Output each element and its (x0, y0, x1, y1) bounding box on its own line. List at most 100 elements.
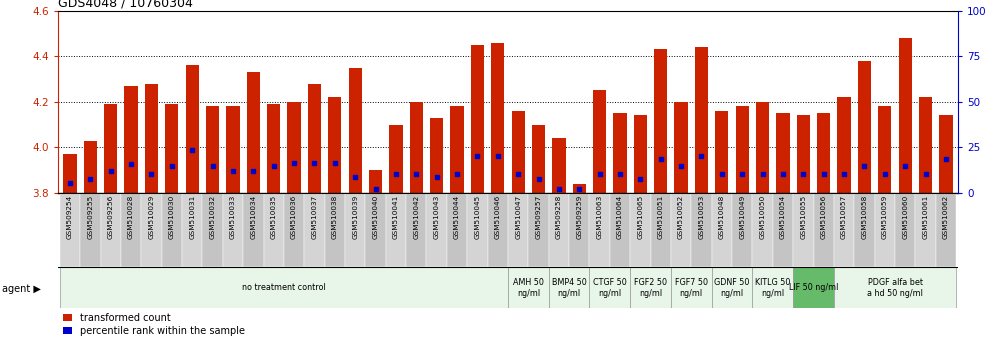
Text: GSM510052: GSM510052 (678, 195, 684, 239)
Text: GSM510037: GSM510037 (312, 195, 318, 239)
Bar (939, 115, 952, 193)
Text: GSM510034: GSM510034 (250, 195, 256, 239)
FancyBboxPatch shape (752, 193, 773, 267)
Text: GSM509255: GSM509255 (88, 195, 94, 239)
Text: GSM510043: GSM510043 (433, 195, 439, 239)
Text: GDS4048 / 10760304: GDS4048 / 10760304 (58, 0, 192, 10)
FancyBboxPatch shape (101, 193, 121, 267)
Text: GSM510059: GSM510059 (881, 195, 887, 239)
Text: GSM510040: GSM510040 (373, 195, 378, 239)
Text: GSM510062: GSM510062 (943, 195, 949, 239)
Text: GSM510041: GSM510041 (392, 195, 399, 239)
FancyBboxPatch shape (630, 267, 671, 308)
Text: no treatment control: no treatment control (242, 283, 326, 292)
FancyBboxPatch shape (243, 193, 264, 267)
FancyBboxPatch shape (508, 267, 549, 308)
FancyBboxPatch shape (223, 193, 243, 267)
FancyBboxPatch shape (650, 193, 671, 267)
FancyBboxPatch shape (915, 193, 936, 267)
Text: FGF7 50
ng/ml: FGF7 50 ng/ml (675, 278, 708, 298)
Bar (329, 97, 342, 193)
Bar (512, 111, 525, 193)
FancyBboxPatch shape (406, 193, 426, 267)
Text: BMP4 50
ng/ml: BMP4 50 ng/ml (552, 278, 587, 298)
FancyBboxPatch shape (834, 267, 956, 308)
FancyBboxPatch shape (936, 193, 956, 267)
Text: GSM509259: GSM509259 (577, 195, 583, 239)
FancyBboxPatch shape (528, 193, 549, 267)
Text: GSM510056: GSM510056 (821, 195, 827, 239)
Bar (84, 141, 97, 193)
Text: GSM510054: GSM510054 (780, 195, 786, 239)
FancyBboxPatch shape (264, 193, 284, 267)
FancyBboxPatch shape (60, 193, 80, 267)
Text: GSM510053: GSM510053 (698, 195, 704, 239)
FancyBboxPatch shape (895, 193, 915, 267)
Bar (430, 118, 443, 193)
FancyBboxPatch shape (345, 193, 366, 267)
Bar (64, 154, 77, 193)
FancyBboxPatch shape (182, 193, 202, 267)
Text: GSM509256: GSM509256 (108, 195, 114, 239)
Text: agent ▶: agent ▶ (2, 284, 41, 293)
Bar (389, 125, 402, 193)
Text: GSM510046: GSM510046 (495, 195, 501, 239)
Text: GSM510035: GSM510035 (271, 195, 277, 239)
Bar (288, 102, 301, 193)
Text: GSM510036: GSM510036 (291, 195, 297, 239)
FancyBboxPatch shape (549, 193, 569, 267)
FancyBboxPatch shape (121, 193, 141, 267)
FancyBboxPatch shape (467, 193, 488, 267)
FancyBboxPatch shape (80, 193, 101, 267)
Bar (226, 106, 240, 193)
Text: GSM510049: GSM510049 (739, 195, 745, 239)
FancyBboxPatch shape (814, 193, 834, 267)
Bar (450, 106, 464, 193)
Bar (695, 47, 708, 193)
Bar (206, 106, 219, 193)
FancyBboxPatch shape (508, 193, 528, 267)
Bar (919, 97, 932, 193)
Text: GSM510057: GSM510057 (841, 195, 847, 239)
Bar (532, 125, 545, 193)
Bar (267, 104, 280, 193)
Bar (308, 84, 321, 193)
Text: GSM510039: GSM510039 (353, 195, 359, 239)
Bar (736, 106, 749, 193)
Text: GSM510050: GSM510050 (760, 195, 766, 239)
FancyBboxPatch shape (671, 267, 712, 308)
Bar (185, 65, 199, 193)
Text: GSM510055: GSM510055 (801, 195, 807, 239)
Bar (817, 113, 831, 193)
Text: KITLG 50
ng/ml: KITLG 50 ng/ml (755, 278, 791, 298)
FancyBboxPatch shape (630, 193, 650, 267)
Text: GSM510064: GSM510064 (617, 195, 623, 239)
Bar (898, 38, 911, 193)
Text: GSM510029: GSM510029 (148, 195, 154, 239)
Bar (247, 72, 260, 193)
Text: GSM510045: GSM510045 (474, 195, 480, 239)
Bar (124, 86, 137, 193)
Text: CTGF 50
ng/ml: CTGF 50 ng/ml (593, 278, 626, 298)
Text: GSM510042: GSM510042 (413, 195, 419, 239)
FancyBboxPatch shape (712, 193, 732, 267)
Text: GSM510063: GSM510063 (597, 195, 603, 239)
Text: GSM509254: GSM509254 (67, 195, 73, 239)
Bar (552, 138, 566, 193)
FancyBboxPatch shape (284, 193, 304, 267)
Bar (756, 102, 769, 193)
FancyBboxPatch shape (447, 193, 467, 267)
Bar (349, 68, 362, 193)
Text: GSM510032: GSM510032 (209, 195, 215, 239)
Text: FGF2 50
ng/ml: FGF2 50 ng/ml (634, 278, 667, 298)
FancyBboxPatch shape (712, 267, 752, 308)
Bar (838, 97, 851, 193)
Bar (165, 104, 178, 193)
Bar (105, 104, 118, 193)
Bar (471, 45, 484, 193)
Bar (858, 61, 872, 193)
Bar (573, 184, 586, 193)
Text: GSM510028: GSM510028 (128, 195, 134, 239)
Bar (491, 42, 504, 193)
Bar (776, 113, 790, 193)
